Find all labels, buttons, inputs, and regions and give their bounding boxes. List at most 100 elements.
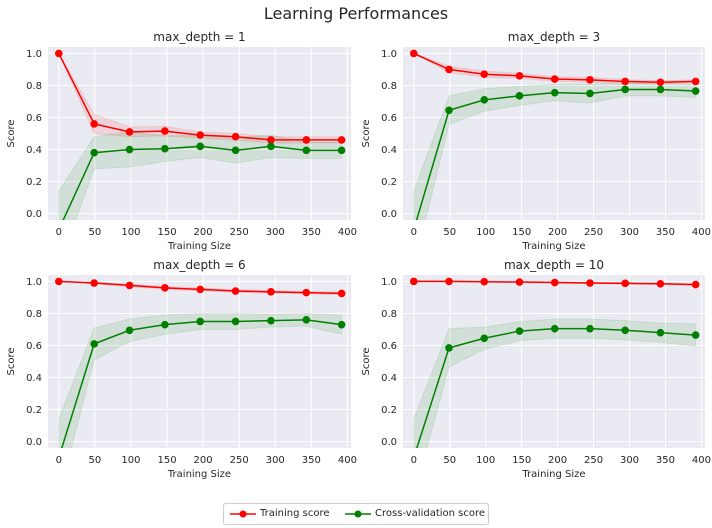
panel-1-y-axis-label: Score	[6, 119, 17, 147]
panel-4-x-tick-label: 150	[512, 455, 531, 466]
panel-4-y-tick-label: 0.8	[381, 309, 397, 320]
panel-2-series-2-band	[413, 82, 697, 220]
panel-3-series-1-point	[196, 285, 205, 294]
figure-title: Learning Performances	[263, 4, 449, 23]
panel-4-series-2-point	[586, 324, 594, 333]
panel-3-series-1-point	[302, 288, 311, 297]
panel-3-y-axis-label: Score	[6, 347, 17, 375]
panel-2-x-tick-label: 250	[584, 227, 603, 238]
panel-3-y-tick-label: 0.4	[26, 373, 42, 384]
panel-1-y-tick-label: 0.0	[26, 209, 42, 220]
panel-2-series-1-point	[621, 77, 629, 86]
panel-3-series-1-point	[337, 289, 346, 298]
panel-2: 0.0 0.2 0.4 0.6 0.8 1.0 0 50 100 150 200 250 300 350 4…	[361, 30, 711, 252]
panel-4-series-1-point	[621, 279, 629, 288]
panel-3-series-2-point	[337, 320, 346, 329]
panel-3-series-2-point	[125, 326, 134, 335]
panel-1-x-tick-label: 350	[302, 227, 321, 238]
panel-3-axes-background	[48, 275, 351, 448]
panel-1-x-tick-label: 50	[89, 227, 102, 238]
panel-2-series-1-point	[656, 78, 665, 87]
panel-3: 0.0 0.2 0.4 0.6 0.8 1.0 0 50 100 150 200 250 300 350 4…	[6, 258, 357, 480]
panel-1-y-tick-label: 0.8	[26, 81, 42, 92]
panel-1-x-tick-label: 250	[230, 227, 249, 238]
panel-2-x-tick-label: 150	[512, 227, 531, 238]
panel-4: 0.0 0.2 0.4 0.6 0.8 1.0 0 50 100 150 200 250 300 350 4…	[361, 258, 711, 480]
panel-4-y-tick-label: 1.0	[381, 277, 397, 288]
panel-3-title: max_depth = 6	[153, 258, 245, 272]
panel-3-y-tick-label: 0.0	[26, 437, 42, 448]
panel-2-y-tick-label: 1.0	[381, 49, 397, 60]
panel-2-y-tick-label: 0.8	[381, 81, 397, 92]
panel-3-series-2-point	[267, 316, 275, 325]
panel-4-series-2-point	[480, 334, 489, 343]
panel-2-series-2-point	[550, 88, 559, 97]
panel-3-series-2-point	[231, 317, 240, 326]
panel-3-x-tick-label: 300	[266, 455, 285, 466]
panel-3-series-1-point	[267, 288, 275, 296]
panel-4-x-tick-label: 50	[443, 455, 456, 466]
panel-4-series-1-point	[409, 277, 418, 286]
panel-3-x-tick-label: 0	[56, 455, 62, 466]
panel-1-x-tick-label: 300	[266, 227, 285, 238]
panel-1-series-1-point	[90, 120, 98, 128]
panel-2-x-tick-label: 350	[656, 227, 675, 238]
panel-1-x-tick-label: 100	[121, 227, 140, 238]
panel-3-y-tick-label: 0.8	[26, 309, 42, 320]
panel-1-series-1-point	[196, 131, 205, 139]
panel-3-x-tick-label: 350	[302, 455, 321, 466]
panel-1-series-2-point	[337, 146, 346, 155]
panel-1-plot-area	[55, 49, 346, 220]
panel-4-x-tick-label: 300	[620, 455, 639, 466]
panel-2-series-1-point	[445, 65, 453, 74]
panel-2-plot-area	[409, 49, 700, 220]
panel-4-x-tick-label: 250	[584, 455, 603, 466]
panel-4-y-tick-label: 0.0	[381, 437, 397, 448]
panel-2-x-tick-label: 50	[443, 227, 456, 238]
panel-1-series-1-point	[337, 136, 346, 144]
panel-4-series-1-point	[691, 280, 700, 289]
panel-2-y-axis-label: Score	[361, 119, 372, 147]
panel-1-x-axis-label: Training Size	[167, 241, 231, 252]
panel-3-series-1-point	[161, 284, 169, 292]
panel-2-y-tick-label: 0.4	[381, 145, 397, 156]
panel-4-x-tick-label: 0	[411, 455, 417, 466]
panel-2-title: max_depth = 3	[508, 30, 600, 44]
panel-3-y-tick-label: 0.2	[26, 405, 42, 416]
panel-4-series-1-point	[480, 277, 489, 286]
panel-4-series-2-point	[656, 328, 665, 337]
panel-4-series-1-point	[550, 278, 559, 287]
panel-3-series-1-point	[231, 287, 240, 295]
panel-4-y-axis-label: Score	[361, 347, 372, 375]
panel-4-y-tick-label: 0.2	[381, 405, 397, 416]
panel-4-series-1-point	[445, 277, 453, 286]
panel-1-series-1-point	[161, 127, 169, 135]
panel-3-series-2-point	[161, 320, 169, 329]
panel-4-x-tick-label: 200	[548, 455, 567, 466]
panel-4-x-axis-label: Training Size	[521, 469, 585, 480]
panel-4-series-2-point	[515, 327, 524, 335]
panel-2-series-1-point	[586, 76, 594, 84]
panel-2-series-1-point	[515, 72, 524, 80]
panel-1-series-2-point	[90, 148, 98, 157]
panel-1-series-2-point	[231, 146, 240, 155]
panel-2-y-tick-label: 0.6	[381, 113, 397, 124]
legend-validation-marker	[345, 510, 371, 518]
panel-4-series-1-point	[656, 280, 665, 288]
panel-2-y-tick-label: 0.0	[381, 209, 397, 220]
panel-1-series-2-point	[196, 142, 205, 151]
panel-3-series-1-point	[55, 277, 63, 286]
panel-4-y-tick-label: 0.6	[381, 341, 397, 352]
panel-4-axes-background	[403, 275, 705, 448]
panel-1-x-tick-label: 400	[338, 227, 357, 238]
panel-4-title: max_depth = 10	[504, 258, 604, 272]
panel-2-series-2-point	[445, 106, 453, 115]
panel-2-series-2-point	[621, 85, 629, 94]
panel-1-series-2-band	[58, 131, 343, 220]
panel-1-series-1-point	[231, 132, 240, 141]
panel-1-series-1-point	[55, 49, 63, 58]
panel-1-y-tick-label: 1.0	[26, 49, 42, 60]
panel-3-x-tick-label: 150	[157, 455, 176, 466]
